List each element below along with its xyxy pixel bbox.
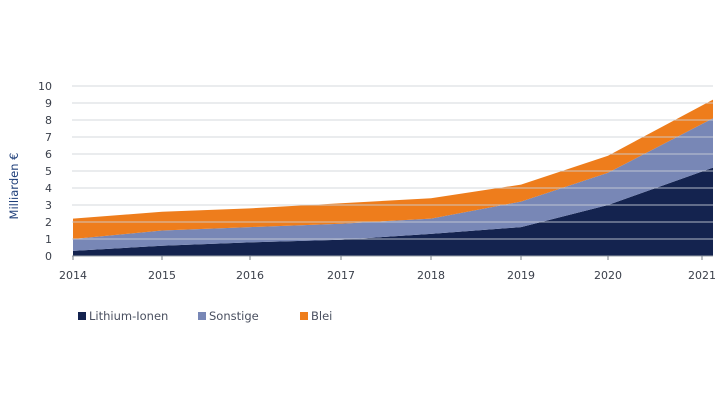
area-series-blei [73, 99, 713, 239]
area-layer [73, 99, 713, 256]
y-tick-label: 2 [45, 216, 52, 229]
x-tick-label: 2015 [148, 269, 176, 282]
legend-swatch-lithium-ionen [78, 312, 86, 320]
y-tick-label: 7 [45, 131, 52, 144]
y-tick-label: 1 [45, 233, 52, 246]
y-tick-label: 8 [45, 114, 52, 127]
gridlines [72, 85, 713, 240]
x-tick-label: 2017 [327, 269, 355, 282]
y-tick-label: 5 [45, 165, 52, 178]
area-series-sonstige [73, 118, 713, 251]
y-tick-label: 9 [45, 97, 52, 110]
legend-label: Sonstige [209, 309, 259, 323]
legend-swatch-blei [300, 312, 308, 320]
x-tick-label: 2020 [594, 269, 622, 282]
y-axis-title: Milliarden € [7, 153, 21, 220]
x-tick-label: 2016 [236, 269, 264, 282]
y-tick-label: 3 [45, 199, 52, 212]
legend-item-sonstige: Sonstige [198, 309, 259, 323]
legend-item-lithium-ionen: Lithium-Ionen [78, 309, 168, 323]
y-tick-label: 4 [45, 182, 52, 195]
legend-swatch-sonstige [198, 312, 206, 320]
legend-item-blei: Blei [300, 309, 332, 323]
x-tick-label: 2014 [59, 269, 87, 282]
y-axis: 0 1 2 3 4 5 6 7 8 9 10 [38, 80, 52, 263]
legend-label: Lithium-Ionen [89, 309, 169, 323]
area-series-lithium-ionen [73, 167, 713, 256]
legend-label: Blei [311, 309, 333, 323]
x-tick-label: 2021 [688, 269, 716, 282]
y-tick-label: 6 [45, 148, 52, 161]
x-tick-label: 2019 [507, 269, 535, 282]
y-tick-label: 0 [45, 250, 52, 263]
x-tick-label: 2018 [417, 269, 445, 282]
y-tick-label: 10 [38, 80, 52, 93]
x-axis: 2014 2015 2016 2017 2018 2019 2020 2021 [59, 255, 716, 282]
